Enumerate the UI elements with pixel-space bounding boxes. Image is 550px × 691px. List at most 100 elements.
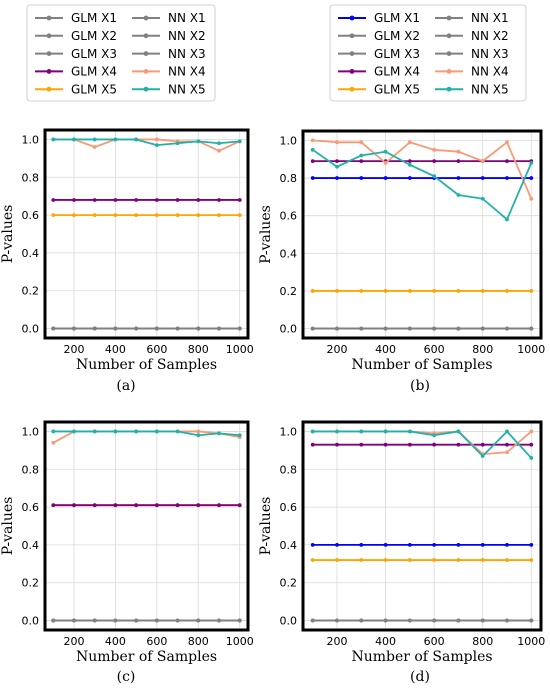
data-point-glm-x5 xyxy=(196,213,201,217)
data-point-glm-x4 xyxy=(196,198,201,202)
legend-swatch-marker xyxy=(143,33,149,39)
data-point-nn-x5 xyxy=(407,429,412,434)
data-point-nn-x5 xyxy=(383,429,388,434)
legend-label: NN X4 xyxy=(471,65,509,79)
legend-entry-glm-x5: GLM X5 xyxy=(35,82,117,96)
y-tick-label: 0.0 xyxy=(280,323,298,336)
legend-label: NN X5 xyxy=(471,82,509,96)
legend-swatch-marker xyxy=(349,15,355,21)
data-point-glm-x5 xyxy=(529,558,534,562)
data-point-glm-x4 xyxy=(51,503,56,508)
legend-label: NN X3 xyxy=(471,47,509,61)
y-tick-label: 0.8 xyxy=(280,172,298,185)
legend-label: NN X3 xyxy=(168,47,206,61)
data-point-nn-x3 xyxy=(175,618,180,623)
data-point-nn-x3 xyxy=(383,326,388,331)
data-point-glm-x4 xyxy=(407,442,412,447)
legend-swatch-marker xyxy=(349,51,355,56)
data-point-nn-x3 xyxy=(154,618,159,623)
data-point-glm-x5 xyxy=(134,213,139,217)
y-tick-label: 0.0 xyxy=(280,615,298,628)
data-point-nn-x5 xyxy=(154,429,159,434)
x-tick-label: 800 xyxy=(472,343,493,356)
data-point-glm-x4 xyxy=(154,503,159,508)
data-point-nn-x4 xyxy=(529,196,534,201)
x-tick-label: 1000 xyxy=(226,635,254,648)
data-point-glm-x1 xyxy=(383,176,388,180)
data-point-glm-x4 xyxy=(92,198,97,202)
series-group xyxy=(310,429,534,623)
panel-caption: (b) xyxy=(410,378,430,394)
data-point-glm-x4 xyxy=(456,159,461,164)
series-nn-x3 xyxy=(310,326,534,331)
x-tick-label: 400 xyxy=(375,635,396,648)
data-point-glm-x5 xyxy=(407,289,412,293)
plot-frame xyxy=(301,420,543,632)
data-point-nn-x5 xyxy=(480,196,485,201)
y-tick-label: 0.4 xyxy=(280,539,298,552)
data-point-nn-x4 xyxy=(310,138,315,143)
data-point-nn-x3 xyxy=(456,618,461,623)
legend-entry-nn-x5: NN X5 xyxy=(132,82,206,96)
legend-swatch-marker xyxy=(349,69,355,74)
legend-label: GLM X5 xyxy=(71,82,117,96)
data-point-nn-x3 xyxy=(432,326,437,331)
x-tick-label: 600 xyxy=(146,343,167,356)
data-point-glm-x5 xyxy=(310,289,315,293)
data-point-nn-x3 xyxy=(175,326,180,331)
y-tick-label: 0.2 xyxy=(22,577,40,590)
data-point-nn-x4 xyxy=(359,140,364,145)
data-point-nn-x5 xyxy=(175,429,180,434)
y-tick-label: 0.6 xyxy=(22,209,40,222)
data-point-glm-x1 xyxy=(310,176,315,180)
y-axis-label: P-values xyxy=(258,205,274,264)
data-point-glm-x1 xyxy=(310,543,315,547)
legend-swatch-marker xyxy=(46,33,52,39)
legend-label: GLM X1 xyxy=(71,11,117,25)
data-point-glm-x1 xyxy=(456,543,461,547)
x-tick-label: 800 xyxy=(472,635,493,648)
data-point-glm-x5 xyxy=(175,213,180,217)
tick-labels: 200 400 600 800 1000 0.0 0.2 0.4 0.6 0.8 1.0 xyxy=(280,425,546,648)
data-point-glm-x5 xyxy=(335,558,339,562)
series-nn-x4 xyxy=(310,138,534,201)
panel-b: 200 400 600 800 1000 0.0 0.2 0.4 0.6 0.8 1.0 Number… xyxy=(258,129,545,394)
data-point-nn-x4 xyxy=(432,147,437,152)
y-tick-label: 1.0 xyxy=(22,425,40,438)
legend-label: NN X2 xyxy=(471,29,509,43)
x-axis-label: Number of Samples xyxy=(76,649,217,665)
data-point-glm-x4 xyxy=(407,159,412,164)
legend-entry-glm-x5: GLM X5 xyxy=(338,82,420,96)
data-point-nn-x5 xyxy=(134,429,139,434)
data-point-nn-x3 xyxy=(72,326,76,331)
data-point-nn-x5 xyxy=(359,153,364,158)
data-point-glm-x4 xyxy=(175,503,180,508)
legend-swatch-marker xyxy=(446,51,452,56)
legend-label: GLM X4 xyxy=(374,65,420,79)
y-tick-label: 0.0 xyxy=(22,323,40,336)
data-point-glm-x4 xyxy=(505,442,509,447)
data-point-nn-x3 xyxy=(237,326,242,331)
series-nn-x3 xyxy=(51,618,242,623)
data-point-nn-x5 xyxy=(72,429,76,434)
y-axis-label: P-values xyxy=(258,497,274,556)
data-point-glm-x4 xyxy=(113,198,118,202)
panel-caption: (a) xyxy=(116,378,135,394)
data-point-glm-x5 xyxy=(432,558,437,562)
data-point-glm-x4 xyxy=(217,198,221,202)
legend-entry-glm-x3: GLM X3 xyxy=(35,47,117,61)
data-point-glm-x1 xyxy=(480,176,485,180)
legend-entry-nn-x4: NN X4 xyxy=(435,65,509,79)
data-point-glm-x5 xyxy=(480,289,485,293)
legend-entry-glm-x2: GLM X2 xyxy=(338,29,420,43)
y-tick-label: 0.8 xyxy=(22,171,40,184)
data-point-glm-x4 xyxy=(92,503,97,508)
data-point-nn-x3 xyxy=(529,326,534,331)
data-point-glm-x5 xyxy=(505,558,509,562)
data-point-glm-x4 xyxy=(237,198,242,202)
data-point-nn-x4 xyxy=(51,440,56,445)
data-point-nn-x4 xyxy=(383,161,388,165)
legend-swatch-marker xyxy=(349,86,355,92)
legend-entry-nn-x3: NN X3 xyxy=(132,47,206,61)
plot-background xyxy=(45,130,248,338)
